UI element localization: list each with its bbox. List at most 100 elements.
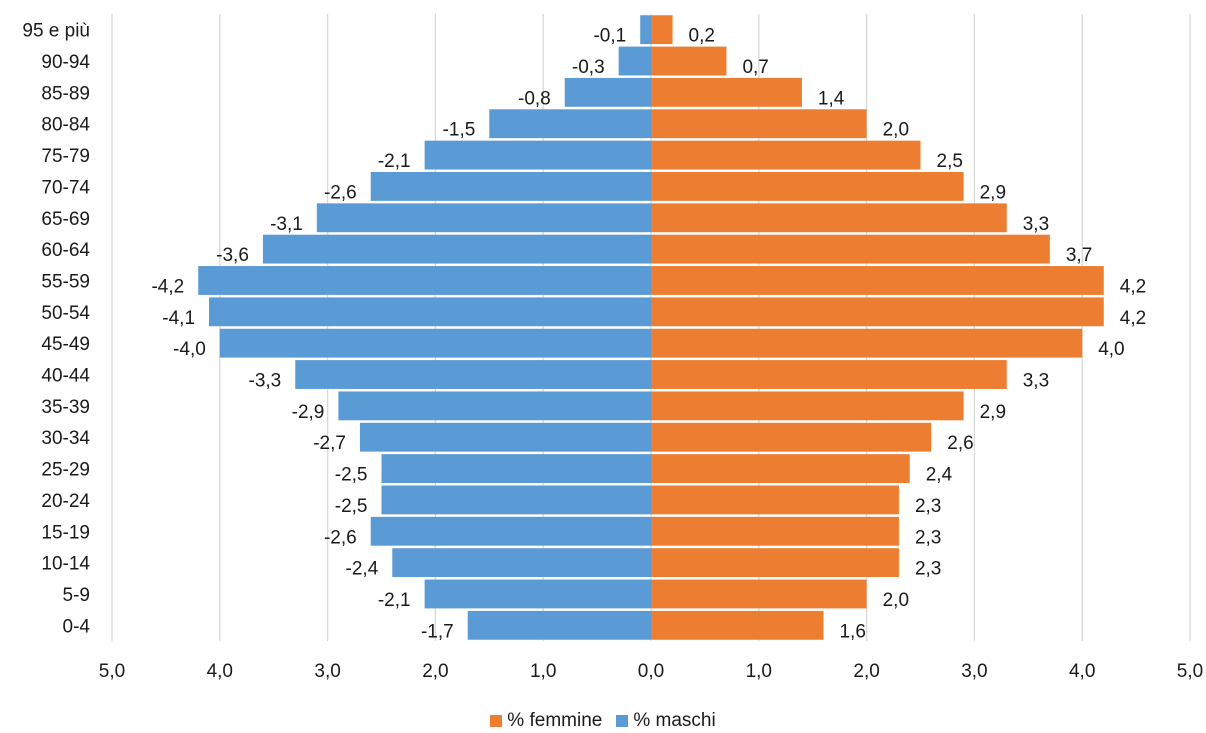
bar-femmine <box>651 422 932 452</box>
data-label-femmine: 2,9 <box>980 182 1006 203</box>
bar-maschi <box>209 297 651 327</box>
data-label-femmine: 4,0 <box>1098 339 1124 360</box>
data-label-femmine: 3,3 <box>1023 371 1049 392</box>
bar-maschi <box>381 485 651 515</box>
data-label-femmine: 4,2 <box>1120 308 1146 329</box>
bar-femmine <box>651 454 910 483</box>
category-label: 90-94 <box>41 52 90 73</box>
x-tick-label: 4,0 <box>1069 661 1095 682</box>
bar-femmine <box>651 172 964 201</box>
bar-femmine <box>651 360 1007 389</box>
bar-maschi <box>338 391 651 421</box>
legend-label-femmine: % femmine <box>507 710 603 731</box>
bar-maschi <box>640 15 651 45</box>
x-tick-label: 2,0 <box>422 661 448 682</box>
bar-femmine <box>651 297 1104 327</box>
data-label-femmine: 0,2 <box>689 26 715 47</box>
data-label-femmine: 2,0 <box>883 120 909 141</box>
data-label-maschi: -2,1 <box>378 590 411 611</box>
population-pyramid-chart: 0,2 0,7 1,4 2,0 2,5 2,9 3,3 3,7 4,2 4,2 4,0 3,3 2,9 2… <box>22 14 1203 682</box>
bar-femmine <box>651 579 867 609</box>
bar-maschi <box>618 46 651 76</box>
legend-label-maschi: % maschi <box>633 710 716 731</box>
data-label-femmine: 2,6 <box>947 433 973 454</box>
bar-maschi <box>392 548 651 578</box>
data-label-femmine: 2,0 <box>883 590 909 611</box>
category-label: 70-74 <box>41 177 90 198</box>
data-label-femmine: 4,2 <box>1120 276 1146 297</box>
data-label-maschi: -2,9 <box>292 402 325 423</box>
data-label-maschi: -0,1 <box>593 26 626 47</box>
data-label-maschi: -2,5 <box>335 496 368 517</box>
bar-maschi <box>424 579 651 609</box>
x-tick-label: 3,0 <box>314 661 340 682</box>
legend: % femmine % maschi <box>0 710 1206 732</box>
data-label-femmine: 2,3 <box>915 496 941 517</box>
x-tick-label: 0,0 <box>638 661 664 682</box>
bar-femmine <box>651 391 964 421</box>
data-label-maschi: -2,5 <box>335 465 368 486</box>
data-label-femmine: 2,9 <box>980 402 1006 423</box>
gridlines <box>111 14 1191 641</box>
x-tick-label: 4,0 <box>207 661 233 682</box>
legend-item-maschi: % maschi <box>616 710 716 732</box>
data-label-femmine: 2,4 <box>926 465 953 486</box>
data-label-femmine: 3,3 <box>1023 214 1049 235</box>
bar-maschi <box>381 454 651 483</box>
data-label-maschi: -1,5 <box>443 120 476 141</box>
bar-femmine <box>651 266 1104 295</box>
bar-maschi <box>467 610 651 640</box>
data-label-maschi: -2,4 <box>346 559 379 580</box>
bar-maschi <box>219 328 652 358</box>
data-label-maschi: -0,3 <box>572 57 605 78</box>
bar-femmine <box>651 203 1007 233</box>
bar-femmine <box>651 140 921 170</box>
data-label-maschi: -2,7 <box>313 433 346 454</box>
bar-maschi <box>316 203 651 233</box>
bar-femmine <box>651 485 899 515</box>
bar-femmine <box>651 46 727 76</box>
data-label-maschi: -4,1 <box>162 308 195 329</box>
bar-femmine <box>651 15 673 45</box>
bar-maschi <box>564 77 651 107</box>
category-label: 75-79 <box>41 146 90 167</box>
x-tick-label: 1,0 <box>746 661 772 682</box>
data-label-maschi: -3,1 <box>270 214 303 235</box>
data-label-femmine: 3,7 <box>1066 245 1092 266</box>
data-label-femmine: 2,3 <box>915 559 941 580</box>
category-labels: 95 e più 90-94 85-89 80-84 75-79 70-74 65-69 60… <box>22 21 90 638</box>
data-label-femmine: 1,4 <box>818 88 845 109</box>
x-tick-label: 2,0 <box>853 661 879 682</box>
bar-maschi <box>370 516 651 546</box>
bar-femmine <box>651 109 867 139</box>
data-label-maschi: -4,0 <box>173 339 206 360</box>
category-label: 60-64 <box>41 240 90 261</box>
category-label: 25-29 <box>41 460 90 481</box>
legend-swatch-maschi <box>616 715 629 727</box>
x-tick-label: 3,0 <box>961 661 987 682</box>
bar-femmine <box>651 77 802 107</box>
bar-maschi <box>424 140 651 170</box>
bar-femmine <box>651 234 1050 264</box>
category-label: 10-14 <box>41 554 90 575</box>
data-label-maschi: -3,6 <box>216 245 249 266</box>
data-label-femmine: 1,6 <box>839 621 865 642</box>
category-label: 50-54 <box>41 303 90 324</box>
bar-maschi <box>359 422 651 452</box>
category-label: 65-69 <box>41 209 90 230</box>
category-label: 55-59 <box>41 271 90 292</box>
x-tick-labels: 5,0 4,0 3,0 2,0 1,0 0,0 1,0 2,0 3,0 4,0 5,0 <box>99 661 1203 682</box>
bar-maschi <box>489 109 651 139</box>
data-label-maschi: -2,1 <box>378 151 411 172</box>
bar-femmine <box>651 516 899 546</box>
bar-femmine <box>651 328 1083 358</box>
category-label: 40-44 <box>41 366 90 387</box>
data-label-femmine: 2,5 <box>937 151 963 172</box>
data-label-femmine: 2,3 <box>915 527 941 548</box>
data-label-maschi: -2,6 <box>324 527 357 548</box>
category-label: 85-89 <box>41 83 90 104</box>
data-label-maschi: -2,6 <box>324 182 357 203</box>
bar-maschi <box>295 360 651 389</box>
bar-maschi <box>198 266 652 295</box>
legend-swatch-femmine <box>490 715 503 727</box>
